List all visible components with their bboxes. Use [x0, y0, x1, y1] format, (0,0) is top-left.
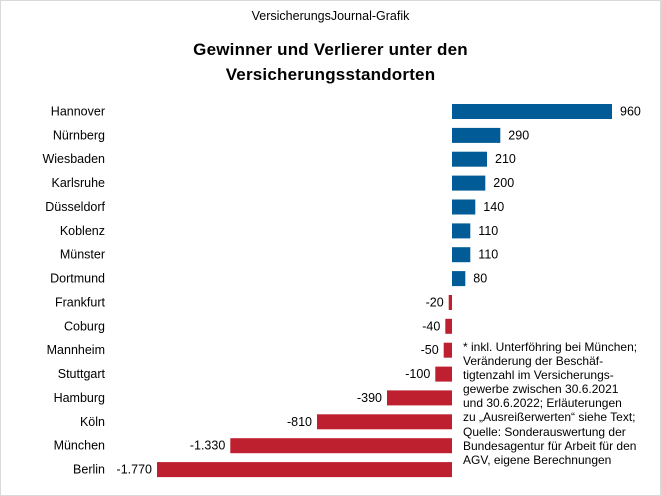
source-label: VersicherungsJournal-Grafik [251, 9, 410, 23]
bar-muenster [452, 247, 471, 263]
category-label-mannheim: Mannheim [47, 343, 105, 357]
bar-mannheim [443, 342, 452, 358]
value-label-dortmund: 80 [473, 272, 487, 286]
category-label-karlsruhe: Karlsruhe [52, 176, 106, 190]
value-label-berlin: -1.770 [117, 463, 152, 477]
value-label-koeln: -810 [287, 415, 312, 429]
bar-wiesbaden [452, 151, 487, 167]
bar-koeln [317, 414, 452, 430]
footnote-line: Veränderung der Beschäf- [463, 354, 604, 369]
category-label-hamburg: Hamburg [54, 391, 105, 405]
value-label-muenster: 110 [478, 248, 498, 262]
bar-berlin [157, 462, 452, 478]
bar-muenchen [230, 438, 452, 454]
category-label-muenster: Münster [60, 248, 105, 262]
value-label-hamburg: -390 [357, 391, 382, 405]
footnote: * inkl. Unterföhring bei München; Veränd… [463, 340, 657, 467]
bar-koblenz [452, 223, 471, 239]
category-label-koblenz: Koblenz [60, 224, 105, 238]
bar-stuttgart [435, 366, 452, 382]
value-label-wiesbaden: 210 [495, 152, 516, 166]
category-label-hannover: Hannover [51, 105, 105, 119]
footnote-line: und 30.6.2022; Erläuterungen [463, 396, 622, 411]
value-label-nuernberg: 290 [508, 128, 529, 142]
footnote-line: Quelle: Sonderauswertung der [463, 424, 626, 439]
category-label-dortmund: Dortmund [50, 272, 105, 286]
value-label-koblenz: 110 [478, 224, 498, 238]
footnote-line: tigtenzahl im Versicherungs- [463, 368, 614, 383]
chart-title-line-1: Gewinner und Verlierer unter den [193, 40, 468, 59]
footnote-line: AGV, eigene Berechnungen [463, 452, 612, 467]
footnote-line: zu „Ausreißerwerten“ siehe Text; [463, 410, 636, 425]
chart-title-line-2: Versicherungsstandorten [225, 65, 436, 84]
footnote-line: Bundesagentur für Arbeit für den [463, 438, 637, 453]
bar-duesseldorf [452, 199, 476, 215]
value-label-duesseldorf: 140 [483, 200, 504, 214]
footnote-line: gewerbe zwischen 30.6.2021 [463, 382, 619, 397]
bar-dortmund [452, 271, 466, 287]
bar-hamburg [387, 390, 452, 406]
value-label-karlsruhe: 200 [493, 176, 514, 190]
bar-nuernberg [452, 127, 501, 143]
value-label-coburg: -40 [422, 319, 440, 333]
bar-karlsruhe [452, 175, 486, 191]
category-label-stuttgart: Stuttgart [58, 367, 106, 381]
value-label-frankfurt: -20 [426, 295, 444, 309]
footnote-line: * inkl. Unterföhring bei München; [463, 340, 638, 354]
category-label-nuernberg: Nürnberg [53, 128, 105, 142]
category-label-frankfurt: Frankfurt [55, 295, 106, 309]
category-label-coburg: Coburg [64, 319, 105, 333]
category-label-berlin: Berlin [73, 463, 105, 477]
category-label-koeln: Köln [80, 415, 105, 429]
bar-coburg [445, 318, 452, 334]
value-label-hannover: 960 [620, 105, 641, 119]
category-label-duesseldorf: Düsseldorf [45, 200, 105, 214]
bar-hannover [452, 104, 612, 119]
category-label-wiesbaden: Wiesbaden [42, 152, 105, 166]
category-label-muenchen: München [54, 439, 105, 453]
value-label-stuttgart: -100 [405, 367, 430, 381]
value-label-muenchen: -1.330 [190, 439, 225, 453]
bar-frankfurt [448, 295, 452, 310]
chart-title: Gewinner und Verlierer unter den Versich… [0, 37, 661, 87]
value-label-mannheim: -50 [421, 343, 439, 357]
